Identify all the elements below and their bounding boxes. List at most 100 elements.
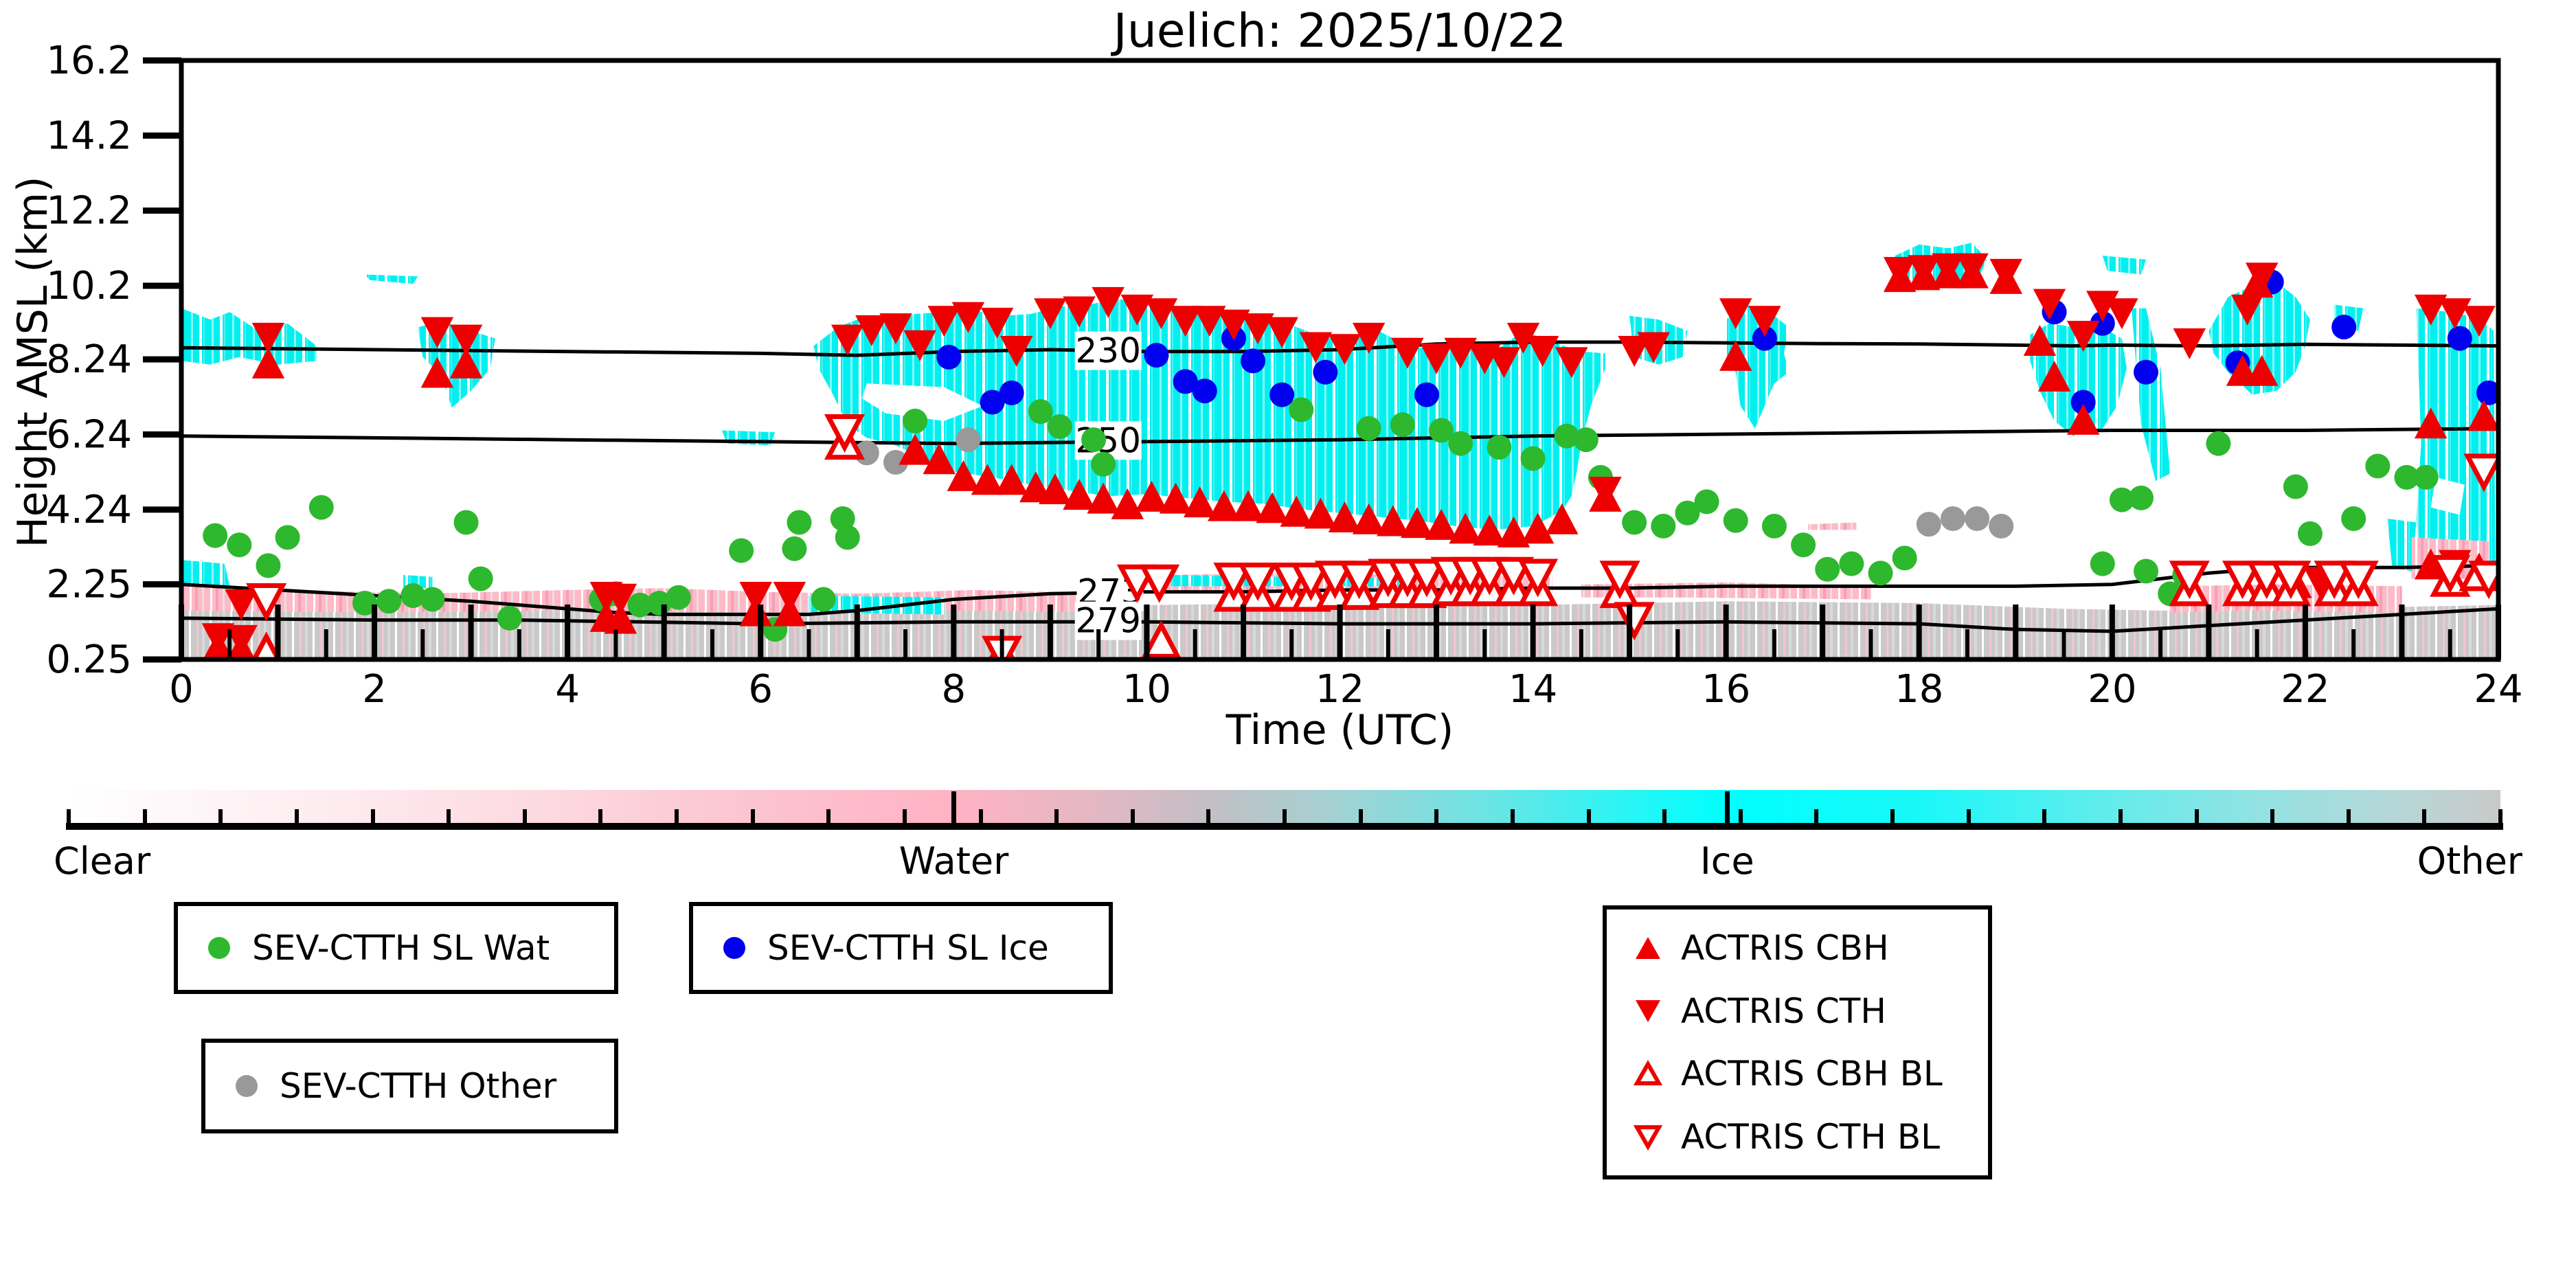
data-point	[1391, 337, 1424, 369]
data-point	[2230, 294, 2264, 326]
data-point	[1520, 446, 1546, 471]
region-ice	[181, 560, 230, 587]
data-point	[956, 427, 981, 453]
legend-item: SEV-CTTH SL Ice	[719, 928, 1095, 968]
data-point	[449, 324, 483, 356]
x-tick-label: 24	[2474, 667, 2522, 712]
data-point	[2037, 360, 2071, 392]
data-point	[923, 443, 956, 475]
colorbar-minor-tick	[1283, 809, 1287, 823]
region-ice	[2030, 323, 2127, 436]
data-point	[1047, 414, 1072, 440]
data-point	[2331, 315, 2357, 340]
blue-circle-icon	[723, 937, 745, 959]
data-point	[352, 590, 378, 615]
data-point	[1506, 322, 1540, 354]
data-point	[2270, 561, 2312, 600]
data-point	[2341, 506, 2366, 531]
region-ice	[809, 596, 945, 615]
colorbar-minor-tick	[2270, 809, 2275, 823]
legend-item: SEV-CTTH SL Wat	[204, 928, 600, 968]
data-point	[1618, 335, 1651, 367]
series-sev-ctth-sl-ice	[936, 269, 2498, 415]
data-point	[1521, 512, 1555, 544]
data-point	[1139, 564, 1180, 603]
data-point	[2222, 561, 2263, 600]
data-point	[1304, 497, 1337, 529]
data-point	[1087, 482, 1120, 514]
x-tick-label: 12	[1315, 667, 1364, 712]
data-point	[927, 306, 961, 337]
data-point	[1208, 490, 1241, 521]
data-point	[420, 587, 445, 612]
data-point	[1622, 510, 1647, 535]
legend-sev-ctth-other: SEV-CTTH Other	[201, 1039, 618, 1133]
data-point	[1120, 294, 1154, 326]
contour-label-279: 279	[1075, 601, 1140, 641]
data-point	[835, 525, 860, 550]
legend-sev-ctth-ice: SEV-CTTH SL Ice	[689, 902, 1113, 994]
data-point	[995, 464, 1028, 495]
region-ice	[181, 308, 317, 365]
data-point	[1299, 332, 1333, 363]
data-point	[1406, 558, 1447, 598]
colorbar-minor-tick	[1738, 809, 1743, 823]
data-point	[782, 536, 807, 561]
data-point	[1868, 561, 1893, 586]
colorbar-minor-tick	[447, 809, 451, 823]
data-point	[1063, 479, 1096, 510]
colorbar-minor-tick	[2422, 809, 2427, 823]
data-point	[2169, 561, 2210, 600]
y-tick-label: 2.25	[46, 563, 132, 607]
data-point	[2090, 551, 2115, 576]
data-point	[308, 495, 334, 520]
series-actris-cth-bl	[246, 414, 2498, 659]
data-point	[999, 335, 1033, 367]
data-point	[1517, 558, 1559, 598]
data-point	[1723, 508, 1748, 533]
data-point	[1555, 347, 1588, 379]
region-ice	[2387, 519, 2417, 572]
y-tick-label: 4.24	[46, 488, 132, 532]
data-point	[2066, 321, 2100, 352]
data-point	[2023, 325, 2057, 357]
data-point	[1694, 489, 1719, 515]
data-point	[2245, 262, 2279, 294]
colorbar-minor-tick	[1662, 809, 1667, 823]
data-point	[251, 631, 282, 659]
colorbar-minor-tick	[1966, 809, 1971, 823]
data-point	[1092, 286, 1125, 318]
x-tick-label: 16	[1702, 667, 1750, 712]
region-clear	[2430, 477, 2465, 515]
data-point	[420, 357, 454, 388]
red-open-triangle-down-icon	[1633, 1125, 1663, 1151]
data-point	[449, 347, 483, 379]
page-title: Juelich: 2025/10/22	[1113, 4, 1567, 58]
contour-label-bg	[1074, 331, 1142, 370]
data-point	[1339, 561, 1380, 600]
region-ice	[2131, 308, 2171, 482]
data-point	[879, 313, 912, 345]
data-point	[1493, 556, 1535, 596]
data-point	[1091, 451, 1116, 477]
data-point	[1932, 253, 1965, 284]
colorbar-minor-tick	[218, 809, 223, 823]
contour-label-230: 230	[1075, 331, 1140, 371]
colorbar-label-clear: Clear	[54, 839, 151, 883]
data-point	[2090, 310, 2115, 336]
data-point	[1589, 476, 1622, 508]
x-tick-label: 8	[942, 667, 967, 712]
colorbar-minor-tick	[1586, 809, 1591, 823]
colorbar-minor-tick	[978, 809, 983, 823]
data-point	[453, 510, 479, 535]
data-point	[2463, 453, 2498, 493]
data-point	[468, 566, 493, 591]
data-point	[2105, 298, 2138, 330]
data-point	[420, 317, 454, 348]
x-tick-label: 22	[2281, 667, 2329, 712]
data-point	[1487, 347, 1521, 379]
series-sev-ctth-other	[854, 427, 2014, 539]
data-point	[1908, 255, 1941, 286]
